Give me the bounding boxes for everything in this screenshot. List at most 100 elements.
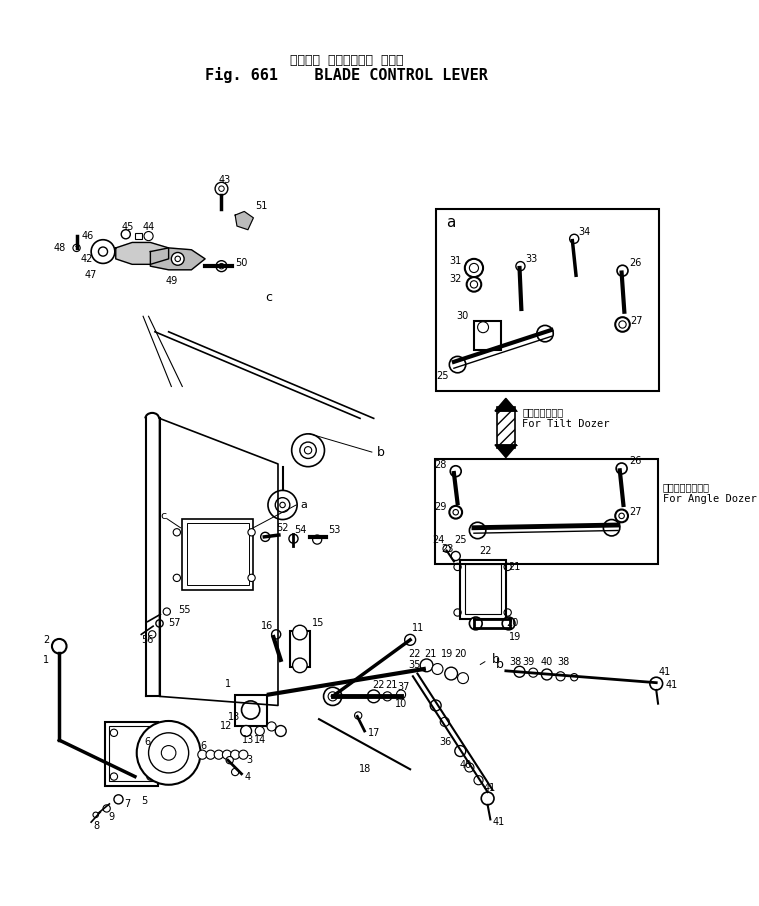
Text: 49: 49	[165, 275, 178, 285]
Text: 41: 41	[483, 783, 496, 793]
Text: 6: 6	[200, 741, 206, 751]
Circle shape	[162, 746, 176, 760]
Text: b: b	[492, 653, 500, 667]
Circle shape	[149, 733, 189, 773]
Circle shape	[121, 230, 131, 239]
Text: 2: 2	[43, 635, 49, 645]
Circle shape	[206, 750, 215, 759]
Text: 23: 23	[442, 544, 454, 554]
Text: 25: 25	[454, 535, 467, 545]
Text: 41: 41	[666, 680, 678, 690]
Circle shape	[216, 261, 227, 272]
Circle shape	[156, 620, 163, 627]
Circle shape	[222, 750, 231, 759]
Text: 40: 40	[460, 760, 472, 770]
Text: 20: 20	[505, 619, 518, 629]
Circle shape	[276, 726, 286, 737]
Text: 12: 12	[220, 721, 232, 731]
Polygon shape	[159, 419, 278, 706]
Circle shape	[163, 608, 171, 615]
Bar	[105, 722, 158, 786]
Bar	[135, 234, 142, 239]
Text: 19: 19	[440, 649, 452, 659]
Polygon shape	[150, 248, 205, 270]
Circle shape	[276, 497, 290, 512]
Text: 25: 25	[436, 371, 449, 381]
Circle shape	[214, 750, 223, 759]
Circle shape	[172, 253, 184, 265]
Circle shape	[420, 659, 433, 671]
Text: 20: 20	[454, 649, 467, 659]
Text: 48: 48	[53, 243, 65, 253]
Circle shape	[481, 792, 494, 805]
Circle shape	[514, 666, 525, 677]
Circle shape	[260, 533, 269, 542]
Circle shape	[537, 325, 553, 342]
Text: 22: 22	[408, 649, 421, 659]
Text: 1: 1	[43, 655, 49, 665]
Text: 37: 37	[398, 682, 410, 692]
Circle shape	[149, 631, 156, 638]
Circle shape	[226, 757, 233, 764]
Circle shape	[304, 447, 312, 454]
Polygon shape	[235, 211, 254, 230]
Circle shape	[619, 321, 626, 328]
Text: 18: 18	[358, 765, 370, 775]
Text: 54: 54	[294, 525, 307, 535]
Bar	[460, 560, 505, 619]
Circle shape	[289, 535, 298, 544]
Bar	[436, 208, 659, 391]
Text: 21: 21	[386, 680, 398, 689]
Circle shape	[241, 726, 251, 737]
Circle shape	[477, 322, 489, 333]
Circle shape	[241, 701, 260, 719]
Circle shape	[440, 718, 449, 727]
Text: 5: 5	[141, 796, 147, 806]
Text: ブレード  コントロール  レバー: ブレード コントロール レバー	[290, 53, 403, 67]
Text: 13: 13	[242, 735, 254, 745]
Circle shape	[616, 509, 628, 522]
Circle shape	[616, 317, 630, 332]
Circle shape	[280, 502, 285, 507]
Circle shape	[451, 552, 460, 561]
Text: For Tilt Dozer: For Tilt Dozer	[522, 419, 609, 429]
Text: For Angle Dozer: For Angle Dozer	[663, 495, 757, 505]
Circle shape	[571, 673, 578, 681]
Text: 11: 11	[412, 623, 424, 633]
Text: 19: 19	[509, 632, 521, 642]
Bar	[235, 695, 267, 727]
Circle shape	[541, 669, 553, 680]
Circle shape	[93, 812, 99, 817]
Text: 36: 36	[439, 737, 451, 747]
Circle shape	[328, 692, 337, 701]
Circle shape	[432, 663, 443, 674]
Bar	[182, 518, 254, 590]
Text: チルトドーザ用: チルトドーザ用	[522, 407, 563, 417]
Circle shape	[215, 182, 228, 195]
Text: 51: 51	[255, 201, 268, 211]
Circle shape	[465, 763, 474, 772]
Circle shape	[248, 528, 255, 536]
Text: c: c	[265, 291, 272, 304]
Text: 33: 33	[525, 254, 537, 264]
Circle shape	[52, 639, 67, 653]
Text: 45: 45	[121, 222, 134, 232]
Text: 53: 53	[328, 525, 341, 535]
Text: 52: 52	[276, 523, 288, 533]
Text: 30: 30	[456, 312, 468, 322]
Text: 22: 22	[372, 680, 385, 689]
Circle shape	[471, 281, 477, 288]
Text: 34: 34	[579, 226, 591, 236]
Text: 16: 16	[261, 622, 273, 631]
Circle shape	[383, 692, 392, 701]
Circle shape	[268, 490, 297, 519]
Bar	[187, 523, 249, 585]
Circle shape	[474, 776, 483, 785]
Text: 43: 43	[219, 175, 231, 185]
Text: 55: 55	[178, 605, 191, 615]
Text: 4: 4	[244, 772, 250, 782]
Circle shape	[173, 528, 181, 536]
Text: c: c	[161, 511, 167, 521]
Circle shape	[469, 617, 482, 630]
Polygon shape	[116, 243, 168, 265]
